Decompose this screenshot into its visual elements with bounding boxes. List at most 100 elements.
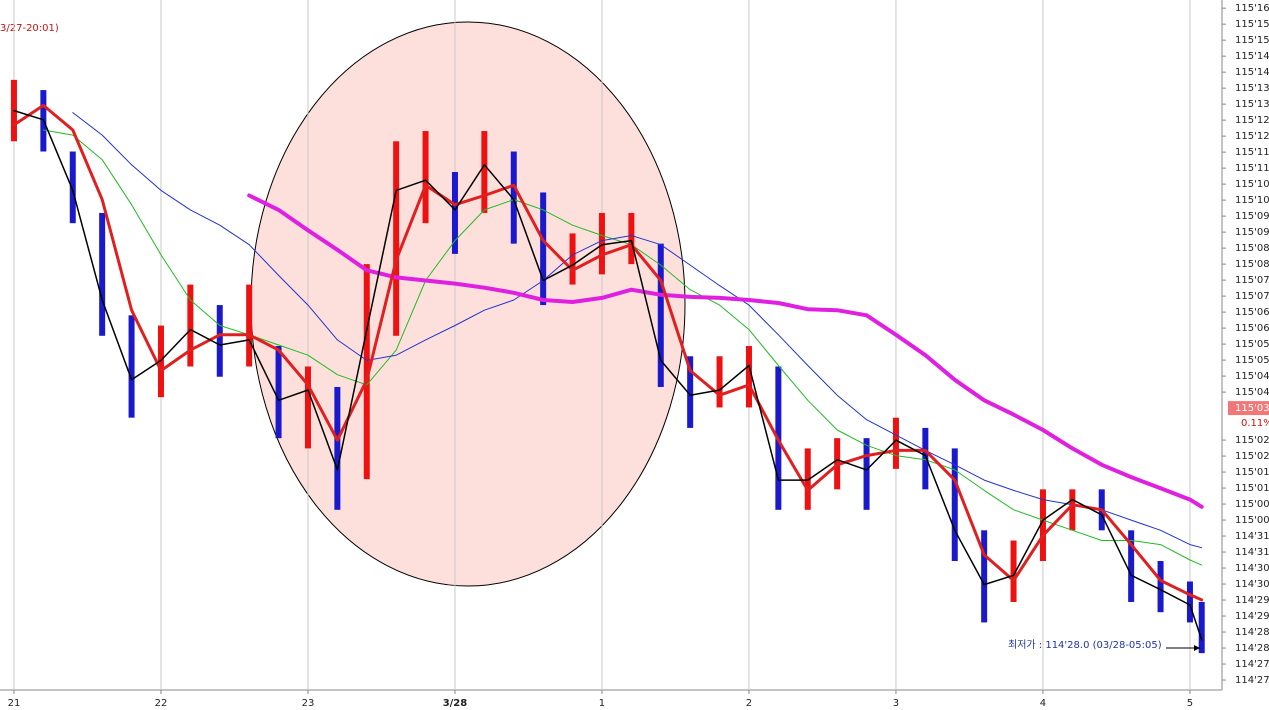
price-bar [393, 141, 400, 336]
y-tick-label: 115'02. [1235, 435, 1269, 446]
price-bar [99, 212, 106, 336]
y-tick-label: 115'01. [1235, 483, 1269, 494]
price-bar [540, 192, 547, 306]
y-tick-label: 115'04. [1235, 387, 1269, 398]
y-tick-label: 114'31. [1235, 547, 1269, 558]
series-line [72, 112, 1203, 549]
y-tick-label: 115'10. [1235, 179, 1269, 190]
price-bar [804, 448, 811, 510]
price-bar [187, 284, 194, 367]
price-bar [510, 151, 517, 244]
y-tick-label: 115'02. [1235, 451, 1269, 462]
y-tick-label: 115'11. [1235, 147, 1269, 158]
y-tick-label: 115'04. [1235, 371, 1269, 382]
price-bar [745, 346, 752, 408]
x-tick-label: 3/28 [443, 698, 468, 709]
price-bar [1186, 581, 1193, 623]
price-bar [451, 171, 458, 254]
price-bar [892, 417, 899, 469]
price-bar [422, 131, 429, 224]
x-tick-label: 22 [155, 698, 168, 709]
y-tick-label: 115'13. [1235, 99, 1269, 110]
y-tick-label: 115'11. [1235, 163, 1269, 174]
y-tick-label: 115'09. [1235, 211, 1269, 222]
y-tick-label: 114'30. [1235, 579, 1269, 590]
low-annotation: 최저가 : 114'28.0 (03/28-05:05) [1008, 639, 1162, 651]
y-tick-label: 114'27. [1235, 675, 1269, 686]
header-note: 3/27-20:01) [0, 23, 59, 34]
price-bar [275, 346, 282, 439]
price-bar [363, 264, 370, 480]
x-tick-label: 23 [302, 698, 315, 709]
price-bar [628, 212, 635, 265]
price-bar [951, 448, 958, 562]
highlight-ellipse [250, 21, 686, 587]
y-tick-label: 115'16. [1235, 3, 1269, 14]
x-tick-label: 3 [893, 698, 899, 709]
price-bar [657, 243, 664, 387]
y-tick-label: 115'07. [1235, 275, 1269, 286]
x-tick-label: 1 [599, 698, 605, 709]
series-line [247, 193, 1204, 509]
y-tick-label: 115'05. [1235, 339, 1269, 350]
price-bar [1039, 489, 1046, 562]
price-bar [304, 366, 311, 449]
current-price-label: 115'03 [1235, 403, 1269, 414]
price-bar [1069, 489, 1076, 531]
price-bar [569, 233, 576, 285]
y-tick-label: 114'29. [1235, 611, 1269, 622]
price-bar [922, 427, 929, 490]
y-tick-label: 115'14. [1235, 67, 1269, 78]
price-bar [716, 356, 723, 408]
x-tick-label: 5 [1187, 698, 1193, 709]
y-tick-label: 114'28. [1235, 627, 1269, 638]
price-bar [69, 151, 76, 224]
y-tick-label: 115'09. [1235, 227, 1269, 238]
y-tick-label: 114'27. [1235, 659, 1269, 670]
y-tick-label: 115'01. [1235, 467, 1269, 478]
price-bar [157, 325, 164, 398]
x-tick-label: 2 [746, 698, 752, 709]
price-bar [598, 212, 605, 275]
x-tick-label: 21 [8, 698, 21, 709]
series-line [12, 103, 1204, 602]
price-bar [216, 305, 223, 377]
y-tick-label: 115'13. [1235, 83, 1269, 94]
annotation-arrowhead [1194, 645, 1200, 651]
price-bar [863, 438, 870, 510]
x-tick-label: 4 [1040, 698, 1046, 709]
y-tick-label: 114'31. [1235, 531, 1269, 542]
price-bar [1198, 601, 1205, 654]
y-tick-label: 115'00. [1235, 515, 1269, 526]
y-tick-label: 114'28. [1235, 643, 1269, 654]
y-tick-label: 114'30. [1235, 563, 1269, 574]
y-tick-label: 115'06. [1235, 307, 1269, 318]
y-tick-label: 115'12. [1235, 131, 1269, 142]
y-tick-label: 115'07. [1235, 291, 1269, 302]
price-bar [481, 131, 488, 213]
price-bar [981, 530, 988, 623]
change-label: 0.11% [1241, 418, 1269, 429]
price-bar [1128, 530, 1135, 602]
y-tick-label: 115'00. [1235, 499, 1269, 510]
y-tick-label: 115'15. [1235, 19, 1269, 30]
series-line [13, 109, 1203, 641]
y-tick-label: 115'06. [1235, 323, 1269, 334]
price-bar [128, 315, 135, 418]
price-bar [1157, 561, 1164, 613]
y-tick-label: 114'29. [1235, 595, 1269, 606]
y-tick-label: 115'05. [1235, 355, 1269, 366]
price-bar [246, 284, 253, 367]
y-tick-label: 115'08. [1235, 243, 1269, 254]
y-tick-label: 115'15. [1235, 35, 1269, 46]
price-bar [1010, 540, 1017, 602]
y-tick-label: 115'10. [1235, 195, 1269, 206]
price-bar [334, 386, 341, 510]
y-tick-label: 115'08. [1235, 259, 1269, 270]
price-bar [687, 356, 694, 428]
y-tick-label: 115'14. [1235, 51, 1269, 62]
current-price-box [1228, 401, 1269, 416]
y-tick-label: 115'12. [1235, 115, 1269, 126]
